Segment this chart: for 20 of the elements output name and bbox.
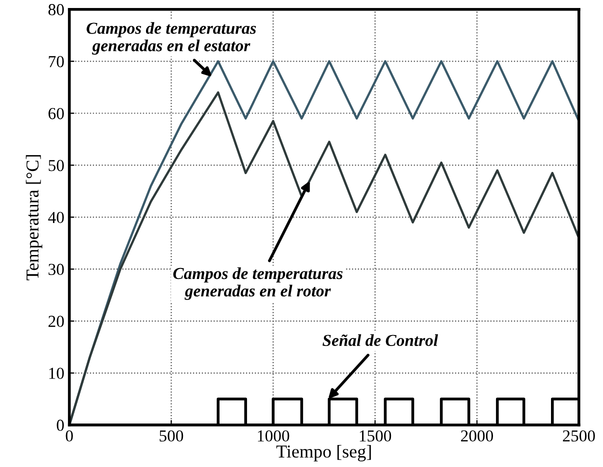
x-tick-label: 2500 xyxy=(562,430,595,442)
y-tick-label: 40 xyxy=(48,212,64,224)
x-tick-label: 1000 xyxy=(258,430,290,442)
x-axis-title: Tiempo [seg] xyxy=(276,444,371,462)
y-tick-label: 10 xyxy=(49,368,64,379)
y-tick-label: 70 xyxy=(48,56,64,68)
x-tick-label: 1500 xyxy=(360,430,392,442)
annotation: Señal de Control xyxy=(322,334,438,346)
y-tick-label: 50 xyxy=(48,160,64,172)
y-tick-label: 0 xyxy=(56,420,64,431)
y-tick-label: 30 xyxy=(48,264,64,276)
y-tick-label: 60 xyxy=(48,108,64,120)
annotation: Campos de temperaturas generadas en el estator xyxy=(86,22,256,55)
x-tick-label: 0 xyxy=(66,430,73,442)
y-tick-label: 80 xyxy=(48,4,64,16)
y-tick-label: 20 xyxy=(48,316,64,328)
annotation: Campos de temperaturas generadas en el rotor xyxy=(173,267,343,300)
y-axis-title: Temperatura [°C] xyxy=(26,155,42,280)
x-tick-label: 2000 xyxy=(461,430,494,442)
x-tick-label: 500 xyxy=(160,430,184,442)
